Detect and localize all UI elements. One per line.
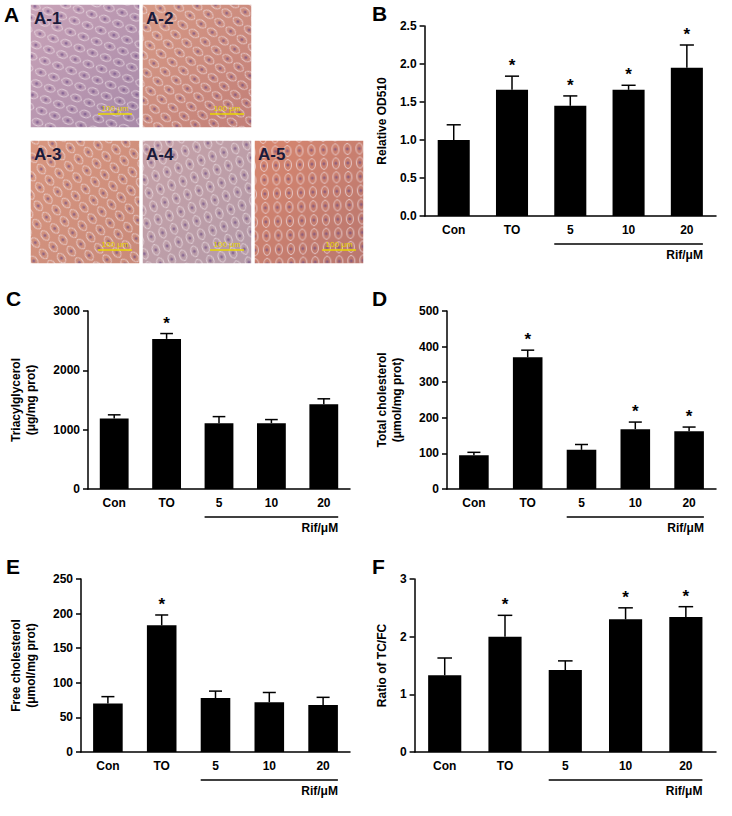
svg-text:20: 20: [679, 759, 693, 773]
svg-text:10: 10: [622, 223, 636, 237]
svg-text:10: 10: [619, 759, 633, 773]
svg-text:100 μm: 100 μm: [102, 240, 129, 249]
svg-text:100 μm: 100 μm: [102, 104, 129, 113]
svg-text:0: 0: [73, 482, 80, 496]
svg-text:*: *: [622, 588, 629, 607]
svg-text:*: *: [509, 56, 516, 75]
svg-text:100: 100: [53, 676, 73, 690]
svg-text:TO: TO: [153, 759, 169, 773]
svg-text:(μmol/mg prot): (μmol/mg prot): [390, 358, 404, 443]
svg-text:5: 5: [562, 759, 569, 773]
svg-text:1: 1: [400, 687, 407, 701]
svg-text:A-2: A-2: [146, 9, 173, 28]
html-text:F: F: [372, 555, 385, 578]
html-text:D: D: [372, 287, 388, 310]
svg-text:Relative OD510: Relative OD510: [375, 77, 389, 165]
svg-text:20: 20: [317, 496, 331, 510]
svg-text:100 μm: 100 μm: [214, 104, 241, 113]
svg-text:A-1: A-1: [34, 9, 61, 28]
svg-text:150: 150: [53, 641, 73, 655]
svg-text:*: *: [684, 25, 691, 44]
svg-text:Rif/μM: Rif/μM: [302, 521, 339, 535]
svg-text:0.5: 0.5: [400, 171, 417, 185]
svg-text:*: *: [683, 587, 690, 606]
svg-text:TO: TO: [158, 496, 174, 510]
svg-text:Total cholesterol: Total cholesterol: [375, 352, 389, 447]
svg-text:1000: 1000: [53, 423, 80, 437]
svg-text:200: 200: [53, 607, 73, 621]
svg-text:*: *: [502, 595, 509, 614]
svg-text:2: 2: [400, 630, 407, 644]
svg-text:Con: Con: [433, 759, 456, 773]
svg-text:Con: Con: [96, 759, 119, 773]
svg-text:(μg/mg prot): (μg/mg prot): [24, 365, 38, 436]
svg-text:Rif/μM: Rif/μM: [667, 521, 704, 535]
svg-text:5: 5: [578, 496, 585, 510]
html-text:E: E: [6, 555, 20, 578]
svg-text:300: 300: [419, 375, 439, 389]
svg-text:TO: TO: [497, 759, 513, 773]
svg-text:*: *: [163, 314, 170, 333]
svg-text:10: 10: [263, 759, 277, 773]
svg-text:3000: 3000: [53, 304, 80, 318]
svg-text:0.0: 0.0: [400, 209, 417, 223]
svg-text:Free cholesterol: Free cholesterol: [9, 619, 23, 712]
svg-text:100 μm: 100 μm: [214, 240, 241, 249]
html-text:B: B: [372, 2, 388, 25]
svg-text:A-3: A-3: [34, 145, 61, 164]
svg-text:2.0: 2.0: [400, 57, 417, 71]
svg-text:Rif/μM: Rif/μM: [666, 784, 703, 798]
svg-text:(μmol/mg prot): (μmol/mg prot): [24, 623, 38, 708]
html-text:C: C: [6, 287, 22, 310]
svg-text:20: 20: [680, 223, 694, 237]
svg-text:Triacylglycerol: Triacylglycerol: [9, 358, 23, 442]
svg-text:*: *: [567, 76, 574, 95]
svg-text:5: 5: [212, 759, 219, 773]
svg-text:Con: Con: [442, 223, 465, 237]
svg-text:Con: Con: [462, 496, 485, 510]
svg-text:Con: Con: [103, 496, 126, 510]
svg-text:A: A: [4, 3, 19, 26]
svg-text:50: 50: [60, 710, 74, 724]
svg-text:TO: TO: [519, 496, 535, 510]
svg-text:10: 10: [629, 496, 643, 510]
svg-text:0: 0: [400, 745, 407, 759]
svg-text:250: 250: [53, 572, 73, 586]
svg-text:A-4: A-4: [146, 145, 174, 164]
svg-text:3: 3: [400, 572, 407, 586]
svg-text:2000: 2000: [53, 363, 80, 377]
svg-text:1.0: 1.0: [400, 133, 417, 147]
svg-text:0: 0: [66, 745, 73, 759]
svg-text:Rif/μM: Rif/μM: [666, 248, 703, 262]
svg-text:A-5: A-5: [258, 145, 285, 164]
svg-text:200: 200: [419, 411, 439, 425]
svg-text:5: 5: [567, 223, 574, 237]
svg-text:*: *: [524, 330, 531, 349]
svg-text:2.5: 2.5: [400, 19, 417, 33]
svg-text:Rif/μM: Rif/μM: [301, 784, 338, 798]
svg-text:TO: TO: [504, 223, 520, 237]
svg-text:*: *: [158, 595, 165, 614]
svg-text:*: *: [625, 65, 632, 84]
svg-text:*: *: [686, 407, 693, 426]
svg-text:100 μm: 100 μm: [326, 240, 353, 249]
svg-text:0: 0: [432, 482, 439, 496]
svg-text:400: 400: [419, 340, 439, 354]
svg-text:500: 500: [419, 304, 439, 318]
svg-text:20: 20: [682, 496, 696, 510]
svg-text:*: *: [632, 402, 639, 421]
svg-text:5: 5: [216, 496, 223, 510]
svg-text:1.5: 1.5: [400, 95, 417, 109]
svg-text:Ratio of TC/FC: Ratio of TC/FC: [375, 624, 389, 708]
svg-text:20: 20: [316, 759, 330, 773]
svg-text:100: 100: [419, 446, 439, 460]
svg-text:10: 10: [265, 496, 279, 510]
